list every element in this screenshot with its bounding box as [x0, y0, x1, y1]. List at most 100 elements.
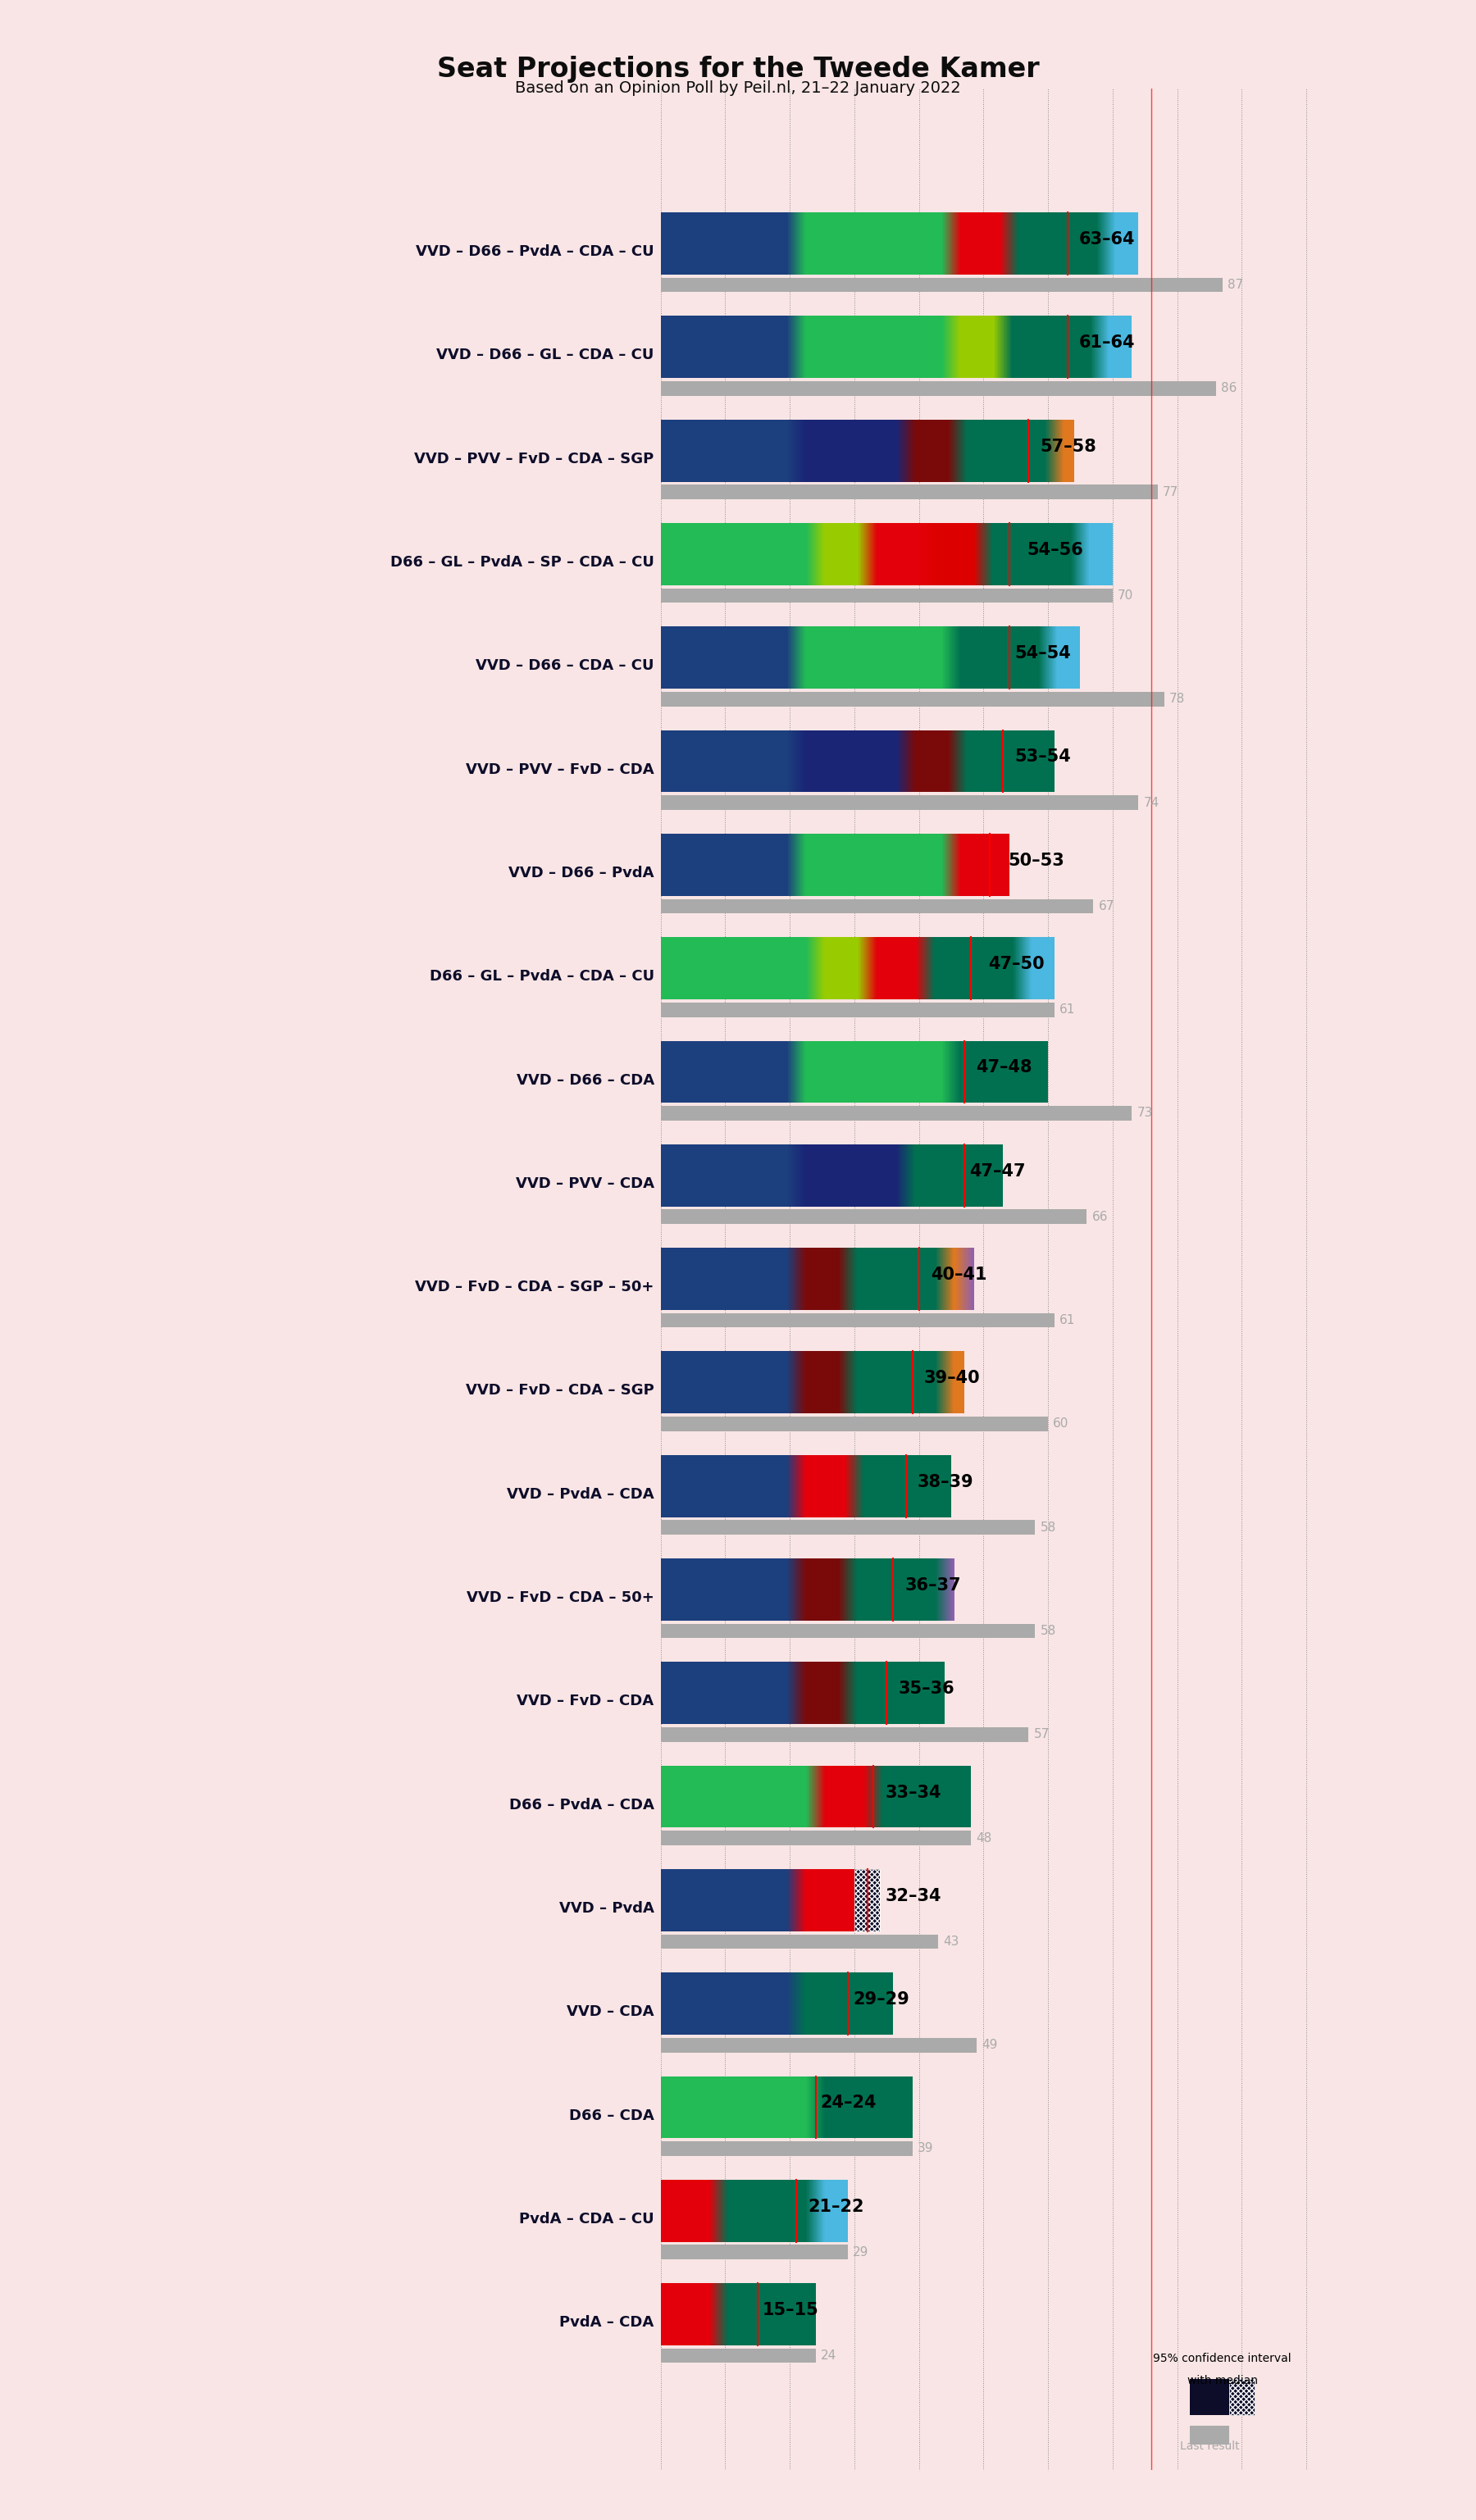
Bar: [661, 834, 796, 895]
Bar: [796, 1144, 906, 1207]
Text: with median: with median: [1187, 2374, 1258, 2386]
Text: 54–54: 54–54: [1014, 645, 1070, 663]
Bar: [661, 2349, 815, 2364]
Bar: [661, 2076, 815, 2139]
Bar: [1054, 418, 1075, 481]
Text: VVD – D66 – PvdA – CDA – CU: VVD – D66 – PvdA – CDA – CU: [416, 244, 654, 260]
Bar: [964, 1247, 971, 1310]
Text: 29–29: 29–29: [853, 1991, 909, 2008]
Bar: [661, 2180, 719, 2243]
Bar: [815, 524, 868, 585]
Text: 50–53: 50–53: [1008, 852, 1064, 869]
Text: Last result: Last result: [1179, 2439, 1240, 2452]
Text: D66 – GL – PvdA – CDA – CU: D66 – GL – PvdA – CDA – CU: [430, 970, 654, 983]
Text: 35–36: 35–36: [897, 1681, 955, 1696]
Text: VVD – PVV – CDA: VVD – PVV – CDA: [515, 1177, 654, 1192]
Text: 57–58: 57–58: [1041, 438, 1097, 454]
Text: 66: 66: [1092, 1210, 1108, 1222]
Bar: [847, 1557, 945, 1620]
Bar: [661, 1623, 1035, 1638]
Bar: [661, 796, 1138, 809]
Bar: [1002, 315, 1100, 378]
Text: 36–37: 36–37: [905, 1578, 961, 1593]
Bar: [1228, 2379, 1255, 2414]
Bar: [661, 277, 1222, 292]
Text: 95% confidence interval: 95% confidence interval: [1153, 2354, 1292, 2364]
Bar: [796, 1870, 855, 1930]
Text: VVD – PvdA: VVD – PvdA: [559, 1900, 654, 1915]
Text: 39–40: 39–40: [924, 1371, 980, 1386]
Bar: [815, 2076, 912, 2139]
Bar: [847, 1351, 945, 1414]
Bar: [855, 1870, 880, 1930]
Bar: [1106, 212, 1138, 275]
Bar: [906, 1144, 1002, 1207]
Text: 58: 58: [1041, 1625, 1055, 1638]
Text: VVD – D66 – GL – CDA – CU: VVD – D66 – GL – CDA – CU: [437, 348, 654, 363]
Text: Based on an Opinion Poll by Peil.nl, 21–22 January 2022: Based on an Opinion Poll by Peil.nl, 21–…: [515, 81, 961, 96]
Bar: [661, 731, 796, 791]
Bar: [815, 2180, 847, 2243]
Bar: [868, 937, 925, 1000]
Text: 48: 48: [976, 1832, 992, 1845]
Text: D66 – CDA: D66 – CDA: [568, 2109, 654, 2122]
Bar: [661, 524, 815, 585]
Bar: [719, 2283, 815, 2346]
Text: 47–48: 47–48: [976, 1058, 1032, 1076]
Text: 54–56: 54–56: [1027, 542, 1083, 559]
Bar: [925, 937, 1021, 1000]
Bar: [661, 315, 796, 378]
Bar: [1190, 2379, 1228, 2414]
Text: 21–22: 21–22: [807, 2197, 863, 2215]
Text: D66 – GL – PvdA – SP – CDA – CU: D66 – GL – PvdA – SP – CDA – CU: [390, 554, 654, 570]
Bar: [661, 2039, 977, 2051]
Bar: [1021, 937, 1054, 1000]
Bar: [661, 2142, 912, 2157]
Bar: [847, 1663, 945, 1724]
Bar: [661, 627, 796, 688]
Bar: [661, 937, 815, 1000]
Bar: [661, 1520, 1035, 1535]
Text: PvdA – CDA: PvdA – CDA: [559, 2316, 654, 2331]
Bar: [661, 2283, 719, 2346]
Bar: [945, 1247, 964, 1310]
Text: PvdA – CDA – CU: PvdA – CDA – CU: [520, 2213, 654, 2225]
Bar: [661, 1041, 796, 1104]
Text: 86: 86: [1221, 383, 1237, 396]
Text: 32–34: 32–34: [886, 1887, 942, 1905]
Bar: [906, 418, 958, 481]
Bar: [661, 900, 1094, 912]
Text: 87: 87: [1228, 280, 1243, 292]
Text: 15–15: 15–15: [763, 2301, 819, 2318]
Bar: [796, 1247, 847, 1310]
Text: 58: 58: [1041, 1522, 1055, 1535]
Bar: [796, 1041, 951, 1104]
Text: 38–39: 38–39: [918, 1474, 974, 1489]
Bar: [951, 212, 1010, 275]
Text: 40–41: 40–41: [930, 1268, 986, 1283]
Text: VVD – PvdA – CDA: VVD – PvdA – CDA: [506, 1487, 654, 1502]
Bar: [661, 1973, 796, 2034]
Bar: [796, 1351, 847, 1414]
Bar: [815, 937, 868, 1000]
Bar: [661, 418, 796, 481]
Bar: [868, 524, 925, 585]
Text: VVD – FvD – CDA: VVD – FvD – CDA: [517, 1693, 654, 1709]
Bar: [661, 587, 1113, 602]
Bar: [661, 1663, 796, 1724]
Bar: [661, 1454, 796, 1517]
Bar: [958, 731, 1054, 791]
Bar: [661, 1313, 1054, 1328]
Text: VVD – PVV – FvD – CDA – SGP: VVD – PVV – FvD – CDA – SGP: [415, 451, 654, 466]
Text: 70: 70: [1117, 590, 1134, 602]
Text: 78: 78: [1169, 693, 1185, 706]
Bar: [874, 1767, 971, 1827]
Text: VVD – PVV – FvD – CDA: VVD – PVV – FvD – CDA: [466, 761, 654, 776]
Bar: [661, 1351, 796, 1414]
Text: 77: 77: [1163, 486, 1179, 499]
Text: 67: 67: [1098, 900, 1114, 912]
Bar: [951, 1041, 1048, 1104]
Bar: [796, 731, 906, 791]
Bar: [661, 1557, 796, 1620]
Text: VVD – D66 – PvdA: VVD – D66 – PvdA: [509, 867, 654, 879]
